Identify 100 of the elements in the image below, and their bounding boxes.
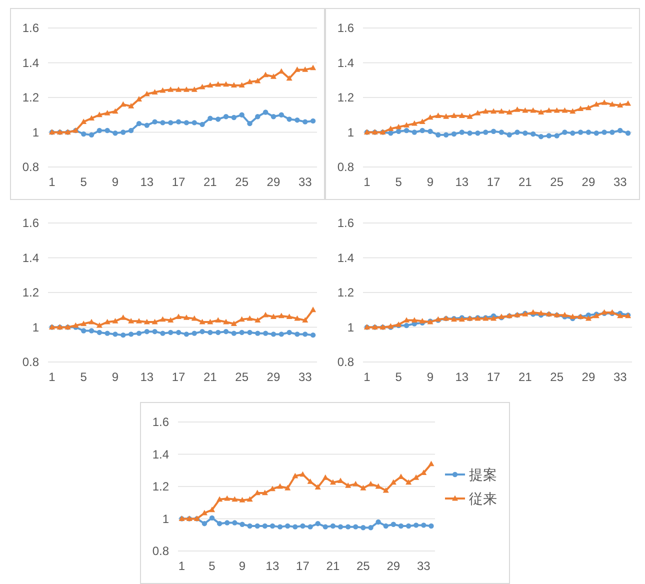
x-tick-label: 13 [455, 370, 469, 384]
point [176, 330, 182, 336]
point [338, 524, 344, 530]
point [254, 523, 260, 529]
point [215, 317, 222, 322]
point [81, 328, 86, 334]
point [191, 315, 198, 321]
point [404, 122, 410, 128]
point [345, 524, 351, 530]
point [128, 332, 134, 337]
x-tick-label: 25 [550, 370, 564, 384]
point [514, 130, 520, 135]
point [199, 318, 206, 324]
point [168, 120, 174, 126]
point [610, 130, 615, 135]
point [490, 108, 497, 114]
point [530, 107, 536, 113]
point [594, 130, 599, 136]
point [80, 320, 87, 326]
point [239, 330, 244, 336]
point [209, 515, 215, 521]
y-tick-label: 1 [162, 512, 170, 526]
y-tick-label: 1.4 [337, 56, 354, 70]
point [530, 131, 536, 137]
point [192, 330, 197, 336]
point [128, 102, 134, 108]
point [200, 328, 205, 334]
point [216, 520, 222, 526]
point [625, 100, 632, 106]
point [475, 130, 480, 136]
point [254, 78, 261, 84]
point [450, 112, 457, 118]
point [292, 524, 298, 530]
x-tick-label: 5 [395, 370, 402, 384]
point [230, 320, 237, 326]
point [238, 82, 245, 88]
point [183, 314, 190, 320]
x-tick-label: 5 [80, 370, 88, 384]
point [112, 130, 118, 136]
point [215, 81, 222, 87]
y-tick-label: 1.4 [22, 56, 40, 70]
point [302, 332, 308, 337]
point [255, 330, 260, 336]
x-tick-label: 21 [204, 370, 218, 384]
x-tick-label: 1 [48, 175, 56, 189]
point [506, 132, 512, 138]
point [96, 330, 102, 336]
x-tick-label: 1 [364, 370, 371, 384]
point [383, 523, 388, 529]
point [302, 119, 308, 124]
point [262, 330, 268, 336]
point [176, 119, 182, 124]
point [411, 120, 418, 126]
legend-label: 提案 [469, 466, 497, 482]
point [554, 107, 560, 113]
point [184, 332, 190, 337]
point [240, 522, 245, 527]
point [160, 330, 166, 336]
y-tick-label: 1.4 [337, 250, 354, 265]
point [406, 523, 412, 529]
point [382, 487, 389, 493]
point [96, 112, 102, 118]
point [96, 128, 102, 134]
point [104, 128, 110, 134]
point [360, 525, 366, 530]
point [498, 108, 504, 114]
point [617, 102, 624, 108]
point [414, 522, 419, 528]
point [223, 81, 230, 87]
point [231, 114, 237, 120]
point [152, 119, 158, 124]
point [199, 84, 206, 90]
point [183, 86, 190, 92]
x-tick-label: 25 [550, 175, 564, 189]
point [458, 112, 465, 118]
point [428, 460, 434, 466]
point [284, 484, 291, 490]
point [483, 130, 488, 135]
x-tick-label: 33 [416, 559, 431, 573]
x-tick-label: 33 [298, 370, 312, 384]
x-tick-label: 29 [266, 370, 280, 384]
point [239, 112, 244, 118]
point [428, 128, 433, 134]
x-tick-label: 5 [80, 175, 88, 189]
point [310, 306, 316, 312]
x-tick-label: 9 [112, 370, 119, 384]
point [238, 316, 245, 322]
point [144, 122, 150, 128]
point [443, 113, 450, 119]
x-tick-label: 17 [172, 370, 186, 384]
point [207, 318, 214, 324]
point [411, 317, 418, 322]
point [247, 330, 252, 336]
point [404, 322, 410, 328]
point [530, 309, 536, 315]
y-tick-label: 0.8 [22, 160, 40, 174]
point [144, 328, 150, 334]
point [396, 128, 402, 134]
y-tick-label: 1.2 [22, 90, 40, 104]
point [601, 100, 608, 105]
